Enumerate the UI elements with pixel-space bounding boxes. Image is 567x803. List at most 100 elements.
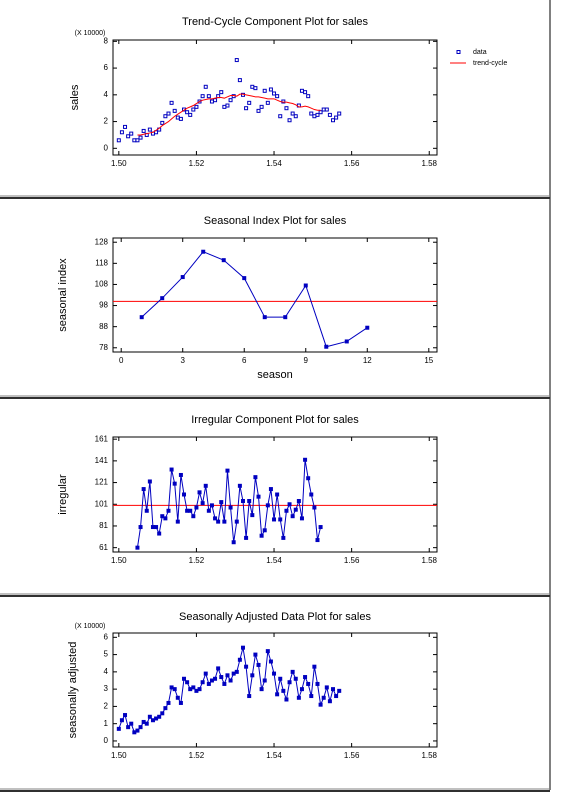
plot-frame xyxy=(112,237,438,353)
data-point xyxy=(303,675,308,680)
data-point xyxy=(309,111,314,116)
data-point xyxy=(154,525,159,530)
data-point xyxy=(284,508,289,513)
data-point xyxy=(126,725,131,730)
y-axis-title: irregular xyxy=(57,474,69,515)
x-tick-label: 15 xyxy=(424,356,433,365)
x-tick-label: 1.50 xyxy=(111,556,127,565)
data-point xyxy=(299,516,304,521)
data-point xyxy=(213,98,218,103)
chart-title: Trend-Cycle Component Plot for sales xyxy=(182,16,369,28)
data-point xyxy=(160,514,165,519)
data-point xyxy=(318,110,323,115)
data-point xyxy=(206,94,211,99)
data-point xyxy=(265,503,270,508)
y-tick-label: 81 xyxy=(99,521,108,530)
data-point xyxy=(201,249,206,254)
data-point xyxy=(147,479,152,484)
data-point xyxy=(222,681,227,686)
data-point xyxy=(194,688,199,693)
data-point xyxy=(147,127,152,132)
data-point xyxy=(250,673,255,678)
data-point xyxy=(250,84,255,89)
data-point xyxy=(213,516,218,521)
data-point xyxy=(228,505,233,510)
data-point xyxy=(315,538,320,543)
data-point xyxy=(197,490,202,495)
data-point xyxy=(206,681,211,686)
y-tick-label: 141 xyxy=(95,456,109,465)
data-point xyxy=(144,721,149,726)
data-point xyxy=(284,106,289,111)
y-tick-label: 118 xyxy=(95,258,108,267)
data-point xyxy=(139,315,144,320)
data-point xyxy=(150,718,155,723)
data-point xyxy=(123,124,128,129)
data-point xyxy=(188,112,193,117)
y-tick-label: 108 xyxy=(95,280,109,289)
data-point xyxy=(166,111,171,116)
y-tick-label: 3 xyxy=(104,684,109,693)
data-point xyxy=(327,699,332,704)
data-point xyxy=(203,483,208,488)
data-point xyxy=(290,514,295,519)
data-point xyxy=(160,296,165,301)
y-tick-label: 78 xyxy=(99,343,108,352)
data-point xyxy=(178,472,183,477)
data-point xyxy=(278,517,283,522)
data-point xyxy=(306,681,311,686)
data-point xyxy=(324,107,329,112)
x-tick-label: 1.56 xyxy=(344,556,360,565)
y-tick-label: 101 xyxy=(95,499,109,508)
data-point xyxy=(259,687,264,692)
data-point xyxy=(209,503,214,508)
data-point xyxy=(256,662,261,667)
data-point xyxy=(293,507,298,512)
data-point xyxy=(144,508,149,513)
data-point xyxy=(306,476,311,481)
y-tick-label: 61 xyxy=(99,543,108,552)
y-tick-label: 6 xyxy=(104,632,109,641)
data-point xyxy=(324,344,329,349)
x-tick-label: 1.52 xyxy=(189,751,205,760)
data-point xyxy=(250,513,255,518)
data-point xyxy=(312,114,317,119)
data-point xyxy=(312,505,317,510)
chart-title: Irregular Component Plot for sales xyxy=(191,414,359,426)
data-point xyxy=(244,535,249,540)
y-multiplier: (X 10000) xyxy=(75,623,106,630)
data-point xyxy=(132,138,137,143)
data-point xyxy=(203,671,208,676)
data-point xyxy=(135,545,140,550)
y-tick-label: 4 xyxy=(104,667,109,676)
data-point xyxy=(283,315,288,320)
x-tick-label: 1.52 xyxy=(189,556,205,565)
plot-frame xyxy=(112,39,438,156)
data-point xyxy=(334,694,339,699)
x-tick-label: 1.54 xyxy=(266,159,282,168)
data-point xyxy=(225,103,230,108)
data-point xyxy=(116,726,121,731)
x-tick-label: 3 xyxy=(180,356,185,365)
x-tick-label: 1.56 xyxy=(344,751,360,760)
data-point xyxy=(200,680,205,685)
data-point xyxy=(175,695,180,700)
data-point xyxy=(337,111,342,116)
data-point xyxy=(331,687,336,692)
data-point xyxy=(166,508,171,513)
data-point xyxy=(275,492,280,497)
x-tick-label: 1.50 xyxy=(111,159,127,168)
data-point xyxy=(222,519,227,524)
data-point xyxy=(216,519,221,524)
data-point xyxy=(194,104,199,109)
data-point xyxy=(169,467,174,472)
data-point xyxy=(228,678,233,683)
data-point xyxy=(265,100,270,105)
data-point xyxy=(141,128,146,133)
data-point xyxy=(221,258,226,263)
data-point xyxy=(172,108,177,113)
data-point xyxy=(191,514,196,519)
data-point xyxy=(321,107,326,112)
data-point xyxy=(290,111,295,116)
y-tick-label: 0 xyxy=(104,736,109,745)
